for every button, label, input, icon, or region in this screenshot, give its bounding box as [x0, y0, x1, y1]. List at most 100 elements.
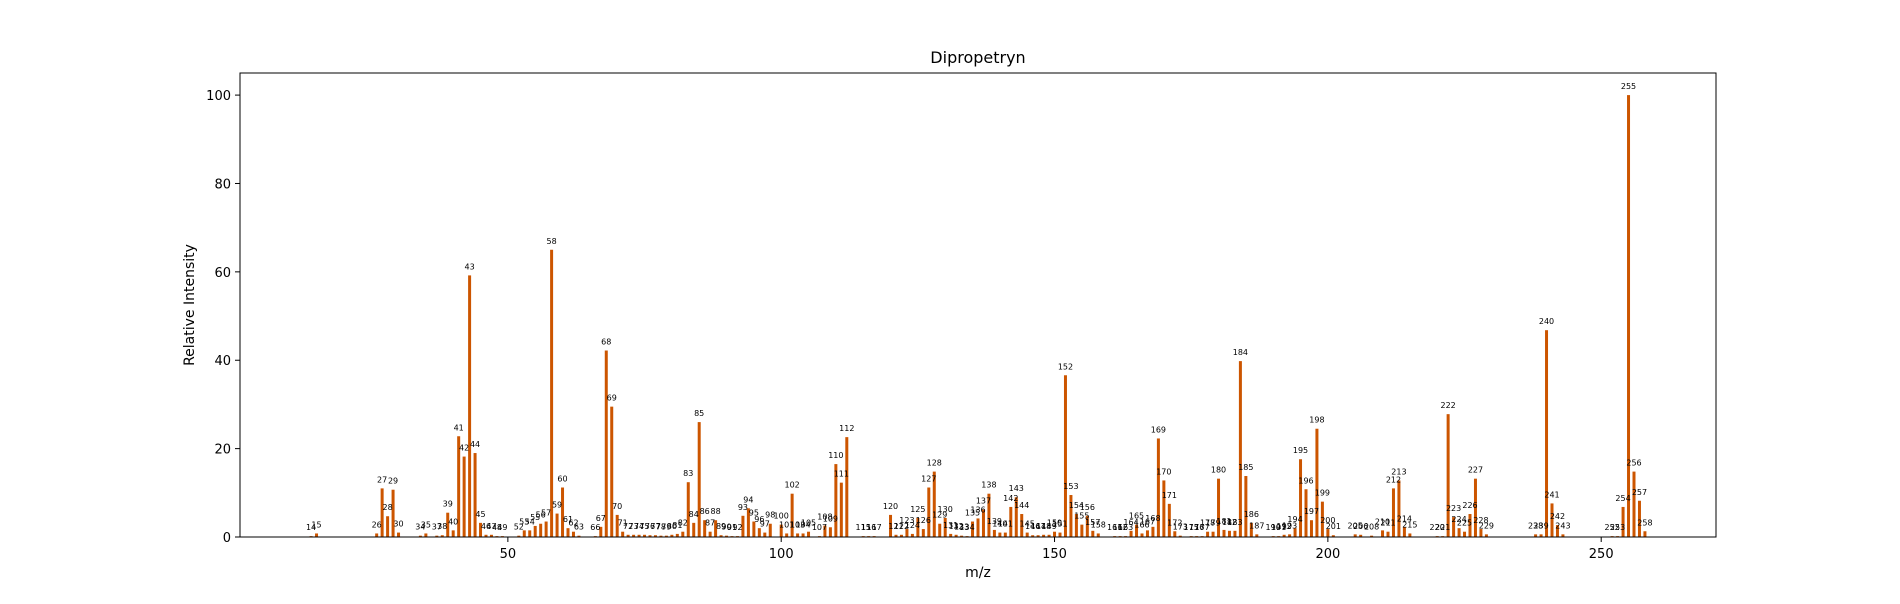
peak-label: 206: [1353, 522, 1368, 531]
peak-bar: [610, 406, 614, 537]
peak-label: 142: [1003, 494, 1018, 503]
peak-bar: [1304, 489, 1308, 537]
x-tick-label: 50: [500, 547, 517, 562]
peak-label: 199: [1315, 489, 1330, 498]
peak-bar: [1042, 534, 1046, 537]
peak-label: 67: [596, 514, 606, 523]
peak-bar: [528, 530, 532, 537]
peak-bar: [489, 534, 493, 537]
peak-label: 38: [437, 522, 447, 531]
peak-bar: [462, 456, 466, 537]
peak-label: 91: [727, 523, 737, 532]
y-tick-label: 60: [214, 266, 231, 281]
peak-bar: [960, 535, 964, 537]
peak-label: 175: [1184, 523, 1199, 532]
peak-bar: [1036, 535, 1040, 537]
peak-bar: [801, 533, 805, 537]
peak-label: 93: [738, 503, 748, 512]
peak-label: 57: [541, 509, 551, 518]
peak-bar: [424, 533, 428, 537]
peak-bar: [1643, 531, 1647, 537]
peak-label: 147: [1030, 522, 1045, 531]
peak-bar: [932, 471, 936, 537]
peak-label: 165: [1129, 512, 1144, 521]
peak-label: 144: [1014, 501, 1029, 510]
peak-bar: [992, 529, 996, 537]
peak-bar: [768, 523, 772, 537]
peak-bar: [845, 437, 849, 537]
peak-label: 96: [754, 515, 764, 524]
peak-label: 44: [470, 440, 480, 449]
peak-bar: [714, 520, 718, 537]
peak-bar: [550, 249, 554, 537]
peak-label: 156: [1080, 503, 1095, 512]
peak-label: 85: [694, 409, 704, 418]
peak-label: 187: [1249, 521, 1264, 530]
peak-label: 198: [1309, 416, 1324, 425]
peak-label: 111: [834, 470, 849, 479]
peak-bar: [1009, 506, 1013, 537]
peak-label: 257: [1632, 488, 1647, 497]
peak-label: 79: [661, 523, 671, 532]
peak-label: 145: [1020, 520, 1035, 529]
peak-bar: [807, 531, 811, 537]
peak-bar: [1211, 531, 1215, 537]
peak-bar: [752, 521, 756, 537]
peak-label: 105: [801, 519, 816, 528]
y-tick-label: 20: [214, 443, 231, 458]
peak-bar: [522, 530, 526, 537]
peak-bar: [539, 523, 543, 537]
peak-bar: [1238, 361, 1242, 537]
peak-label: 128: [927, 459, 942, 468]
x-tick-label: 250: [1589, 547, 1614, 562]
peak-bar: [1206, 531, 1210, 537]
peak-label: 41: [454, 423, 464, 432]
peak-label: 112: [839, 424, 854, 433]
peak-bar: [1167, 503, 1171, 537]
peak-label: 171: [1162, 491, 1177, 500]
y-tick-label: 100: [206, 89, 231, 104]
peak-label: 195: [1293, 446, 1308, 455]
peak-label: 109: [823, 514, 838, 523]
peak-label: 130: [938, 505, 953, 514]
peak-bar: [386, 516, 390, 537]
peak-bar: [1468, 514, 1472, 537]
peak-label: 138: [981, 481, 996, 490]
peak-label: 43: [465, 262, 475, 271]
peak-label: 63: [574, 523, 584, 532]
peak-label: 120: [883, 502, 898, 511]
peak-label: 115: [856, 523, 871, 532]
peak-label: 166: [1134, 520, 1149, 529]
x-tick-label: 150: [1042, 547, 1067, 562]
peak-label: 242: [1550, 512, 1565, 521]
peak-bar: [1288, 534, 1292, 537]
peak-label: 140: [992, 520, 1007, 529]
peak-bar: [1452, 517, 1456, 537]
peak-bar: [1293, 528, 1297, 537]
peak-bar: [971, 521, 975, 537]
peak-bar: [566, 528, 570, 537]
peak-label: 254: [1615, 494, 1630, 503]
peak-label: 157: [1085, 518, 1100, 527]
peak-label: 39: [443, 500, 453, 509]
peak-label: 162: [1112, 523, 1127, 532]
peak-label: 89: [716, 522, 726, 531]
peak-label: 103: [790, 520, 805, 529]
peak-label: 95: [749, 509, 759, 518]
peak-label: 181: [1216, 517, 1231, 526]
peak-label: 196: [1298, 476, 1313, 485]
peak-bar: [621, 531, 625, 537]
peak-label: 215: [1402, 520, 1417, 529]
peak-label: 52: [514, 523, 524, 532]
peak-label: 70: [612, 502, 622, 511]
peak-label: 222: [1440, 401, 1455, 410]
peak-label: 197: [1304, 507, 1319, 516]
peak-bar: [1370, 535, 1374, 537]
peak-bar: [1309, 520, 1313, 537]
peak-label: 131: [943, 521, 958, 530]
peak-label: 108: [817, 513, 832, 522]
peak-bar: [1074, 514, 1078, 537]
peak-label: 86: [700, 507, 710, 516]
peak-bar: [938, 523, 942, 537]
peak-bar: [823, 525, 827, 537]
